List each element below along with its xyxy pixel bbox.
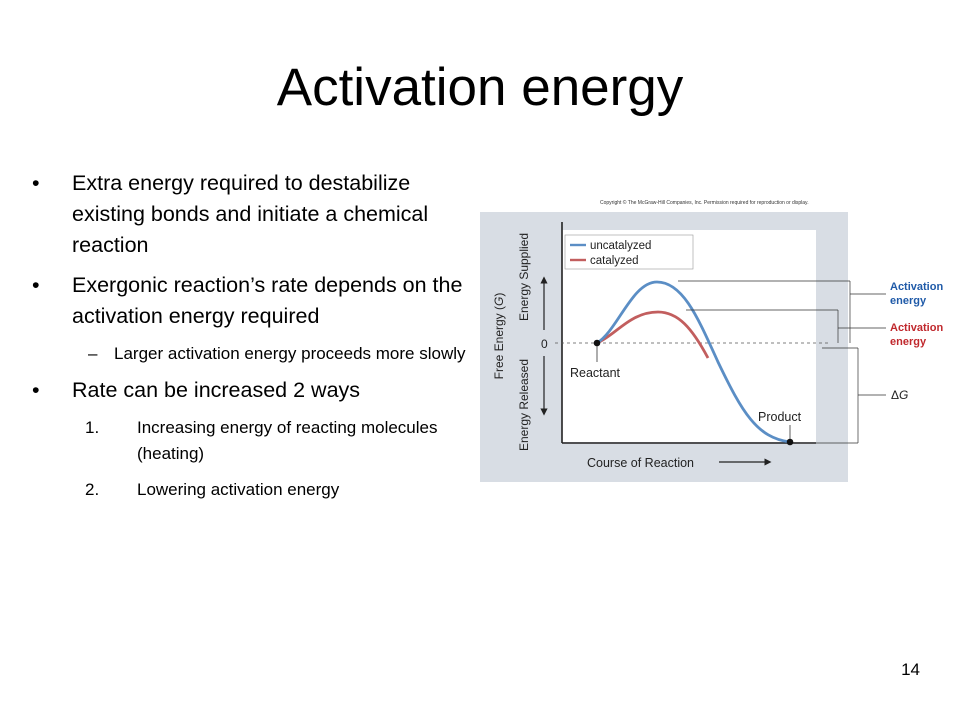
legend-label-uncatalyzed: uncatalyzed xyxy=(590,240,651,252)
energy-released-label: Energy Released xyxy=(517,359,531,451)
activation-energy-uncatalyzed-label: Activation energy xyxy=(890,281,946,307)
bullet-list: • Extra energy required to destabilize e… xyxy=(32,168,472,513)
bullet-marker: • xyxy=(32,273,40,297)
energy-supplied-label: Energy Supplied xyxy=(517,233,531,321)
slide-title: Activation energy xyxy=(276,58,684,117)
bullet-item: • Rate can be increased 2 ways xyxy=(32,375,472,406)
bullet-marker: • xyxy=(32,171,40,195)
activation-energy-figure: Copyright © The McGraw-Hill Companies, I… xyxy=(480,199,946,482)
product-label: Product xyxy=(758,410,802,424)
catalyzed-curve xyxy=(596,310,710,359)
bullet-item: • Exergonic reaction’s rate depends on t… xyxy=(32,270,472,332)
bullet-item: • Extra energy required to destabilize e… xyxy=(32,168,472,261)
bullet-marker: • xyxy=(32,378,40,402)
bullet-text: Extra energy required to destabilize exi… xyxy=(72,171,429,257)
product-point xyxy=(786,438,794,446)
numbered-item: 2. Lowering activation energy xyxy=(32,477,472,503)
sub-bullet-item: – Larger activation energy proceeds more… xyxy=(32,341,472,367)
numbered-text: Lowering activation energy xyxy=(137,480,340,499)
sub-bullet-text: Larger activation energy proceeds more s… xyxy=(114,344,466,363)
bullet-text: Exergonic reaction’s rate depends on the… xyxy=(72,273,463,328)
numbered-marker: 2. xyxy=(85,480,100,499)
uncatalyzed-curve xyxy=(596,280,791,444)
page-number: 14 xyxy=(901,660,920,679)
sub-bullet-marker: – xyxy=(88,344,98,363)
bullet-text: Rate can be increased 2 ways xyxy=(72,378,361,402)
delta-g-label: ΔG xyxy=(891,388,908,402)
numbered-text: Increasing energy of reacting molecules … xyxy=(137,418,438,463)
reactant-point xyxy=(593,339,601,347)
y-axis-free-energy-label: Free Energy (G) xyxy=(492,293,506,380)
x-axis-label: Course of Reaction xyxy=(587,456,694,470)
reactant-label: Reactant xyxy=(570,366,621,380)
legend-label-catalyzed: catalyzed xyxy=(590,255,639,267)
zero-tick-label: 0 xyxy=(541,337,548,351)
legend-box xyxy=(564,234,694,270)
numbered-item: 1. Increasing energy of reacting molecul… xyxy=(32,415,472,467)
activation-energy-catalyzed-label: Activation energy xyxy=(890,322,946,348)
copyright-notice: Copyright © The McGraw-Hill Companies, I… xyxy=(600,199,809,206)
numbered-marker: 1. xyxy=(85,418,100,437)
